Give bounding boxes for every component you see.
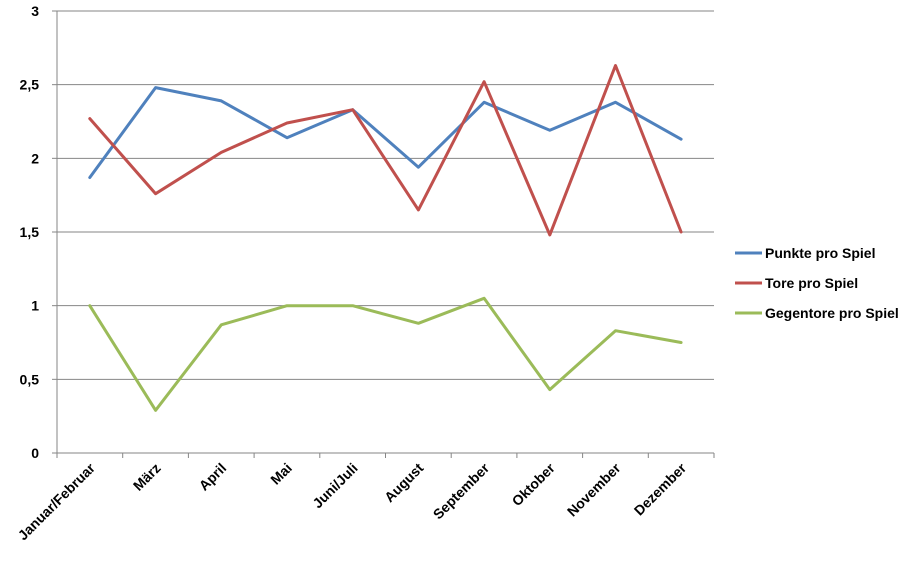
legend-label: Punkte pro Spiel xyxy=(765,245,875,261)
y-tick-label: 2 xyxy=(31,150,39,166)
x-tick-label: September xyxy=(430,459,493,522)
x-axis-tick-labels: Januar/Februar März April Mai Juni/Juli Augus… xyxy=(15,459,690,543)
x-tick-label: Oktober xyxy=(509,459,559,509)
x-tick-label: Juni/Juli xyxy=(309,460,360,511)
x-tick-label: August xyxy=(381,460,427,506)
x-tick-label: März xyxy=(130,460,164,494)
x-tick-label: Januar/Februar xyxy=(15,459,99,543)
y-tick-label: 1 xyxy=(31,298,39,314)
y-tick-label: 0 xyxy=(31,445,39,461)
x-tick-label: November xyxy=(564,459,624,519)
axes xyxy=(52,10,715,458)
series-line-1 xyxy=(88,86,683,179)
legend-label: Gegentore pro Spiel xyxy=(765,305,899,321)
series-line-2 xyxy=(88,64,683,237)
y-axis-tick-labels: 0 0,5 1 1,5 2 2,5 3 xyxy=(20,3,40,461)
legend: Punkte pro Spiel Tore pro Spiel Gegentore … xyxy=(735,245,899,321)
gridlines xyxy=(57,10,714,380)
x-tick-label: Mai xyxy=(267,460,295,488)
series-lines xyxy=(88,64,683,412)
y-tick-label: 3 xyxy=(31,3,39,19)
x-tick-label: April xyxy=(196,460,230,494)
series-line-3 xyxy=(88,296,683,412)
y-tick-label: 0,5 xyxy=(20,371,40,387)
x-tick-label: Dezember xyxy=(631,459,690,518)
y-tick-label: 2,5 xyxy=(20,77,40,93)
y-tick-label: 1,5 xyxy=(20,224,40,240)
legend-label: Tore pro Spiel xyxy=(765,275,858,291)
